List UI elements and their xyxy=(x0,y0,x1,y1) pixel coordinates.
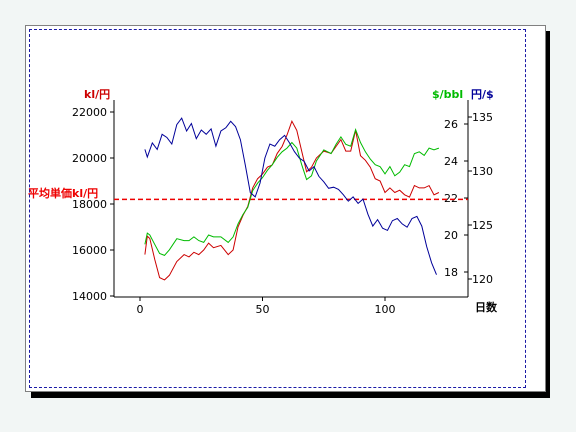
yen-usd-tick-label: 135 xyxy=(472,111,493,124)
usd-bbl-tick-label: 26 xyxy=(444,118,458,131)
usd-bbl-tick-label: 20 xyxy=(444,229,458,242)
series-yen-usd-line xyxy=(144,117,437,275)
left-tick-label: 16000 xyxy=(72,244,107,257)
usd-bbl-tick-label: 24 xyxy=(444,155,458,168)
average-line-label: 平均単価kl/円 xyxy=(28,186,98,200)
yen-usd-tick-label: 125 xyxy=(472,219,493,232)
x-tick-label: 100 xyxy=(375,303,396,316)
left-tick-label: 14000 xyxy=(72,290,107,303)
left-tick-label: 22000 xyxy=(72,106,107,119)
dashed-frame xyxy=(29,29,526,388)
yen-usd-tick-labels: 120 125 130 135 xyxy=(472,111,493,286)
series-usd-bbl-line xyxy=(144,128,440,256)
left-tick-labels: 14000 16000 18000 20000 22000 xyxy=(72,106,107,303)
usd-bbl-tick-label: 18 xyxy=(444,266,458,279)
x-axis-unit-label: 日数 xyxy=(475,300,498,314)
yen-usd-tick-label: 120 xyxy=(472,273,493,286)
chart-panel xyxy=(25,25,546,392)
left-tick-label: 18000 xyxy=(72,198,107,211)
x-tick-labels: 0 50 100 xyxy=(137,303,396,316)
usd-bbl-tick-labels: 18 20 22 24 26 xyxy=(444,118,458,279)
series-kl-yen-line xyxy=(144,119,440,281)
usd-bbl-tick-label: 22 xyxy=(444,192,458,205)
x-tick-label: 50 xyxy=(256,303,270,316)
x-tick-label: 0 xyxy=(137,303,144,316)
left-tick-label: 20000 xyxy=(72,152,107,165)
usd-bbl-axis-unit-label: $/bbl xyxy=(432,88,463,101)
yen-usd-tick-label: 130 xyxy=(472,165,493,178)
yen-usd-axis-unit-label: 円/$ xyxy=(471,88,494,101)
left-axis-unit-label: kl/円 xyxy=(84,88,110,101)
axis-ticks xyxy=(110,111,472,301)
